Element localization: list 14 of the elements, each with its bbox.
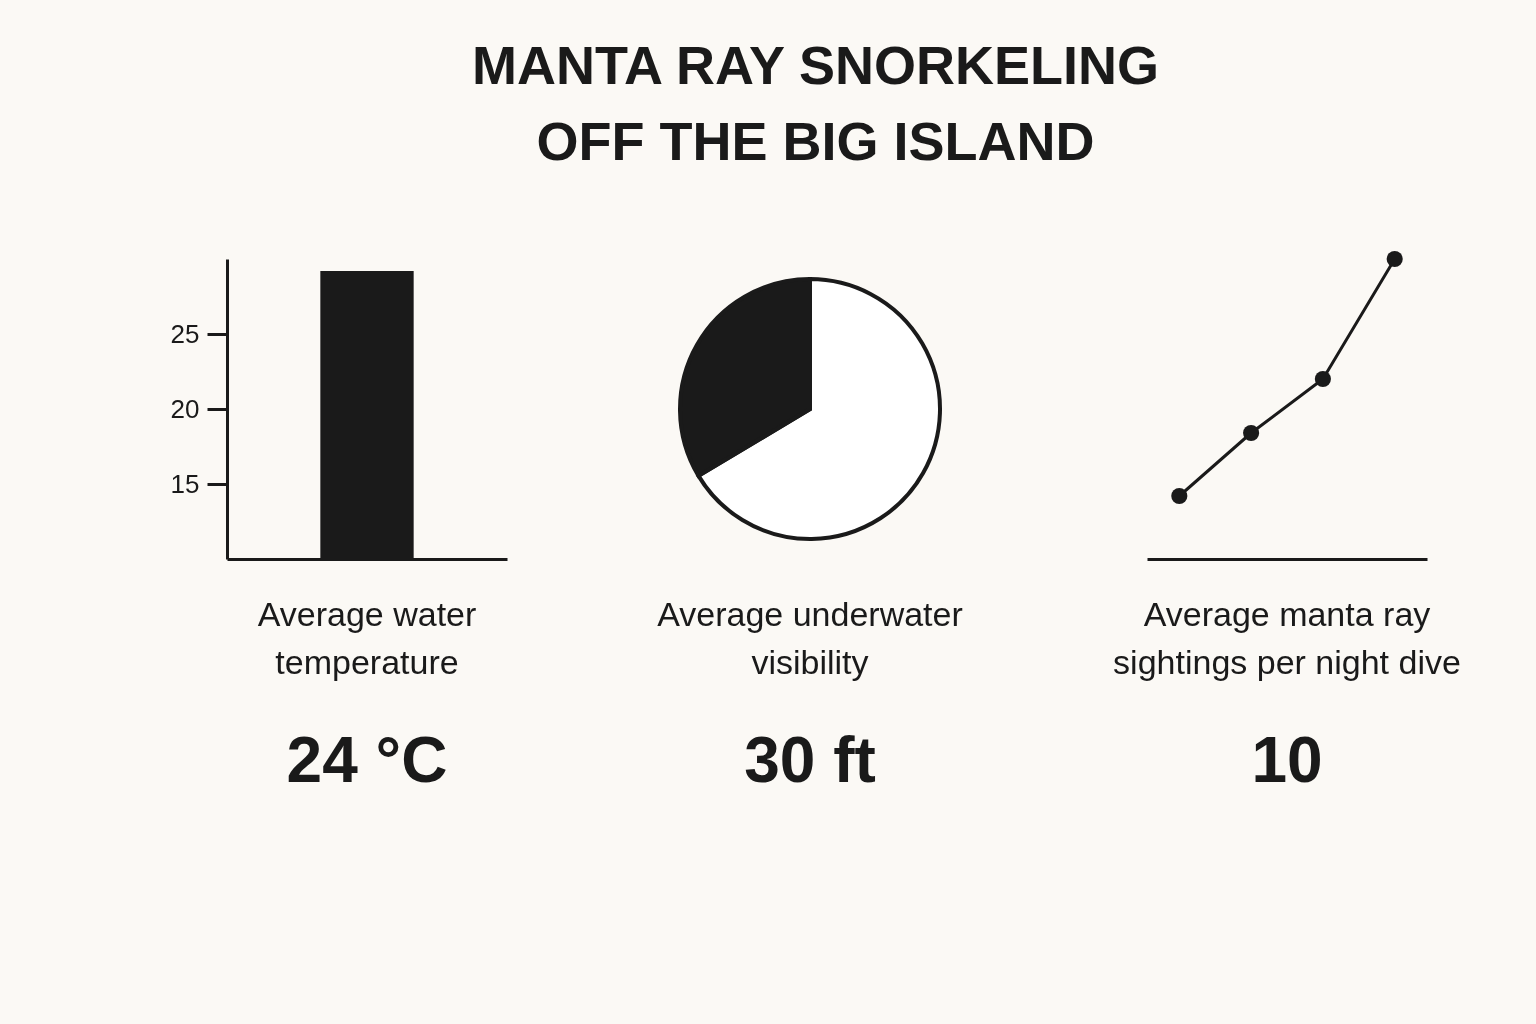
- y-tick-label: 15: [170, 468, 200, 499]
- point: [1243, 424, 1260, 442]
- text: 24 °C: [286, 724, 448, 796]
- x-axis-title: Average water temperature: [257, 595, 477, 681]
- point: [1386, 250, 1403, 268]
- point: [1314, 370, 1331, 388]
- point: [1171, 487, 1188, 505]
- y-tick-label: 20: [170, 393, 200, 424]
- x-axis-title: Average manta ray sightings per night dive: [1113, 595, 1461, 681]
- text: 30 ft: [744, 724, 876, 796]
- y-tick-label: 25: [170, 318, 200, 349]
- chart-title: MANTA RAY SNORKELING OFF THE BIG ISLAND: [471, 34, 1160, 171]
- text: Average underwater visibility: [657, 595, 963, 681]
- text: 10: [1251, 724, 1323, 796]
